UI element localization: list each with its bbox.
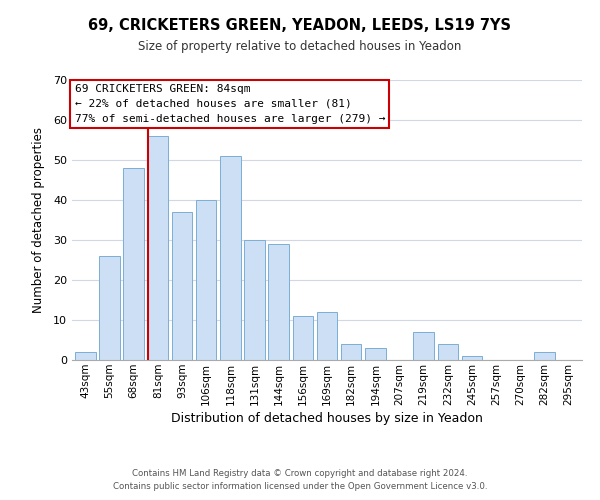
Text: 69, CRICKETERS GREEN, YEADON, LEEDS, LS19 7YS: 69, CRICKETERS GREEN, YEADON, LEEDS, LS1…	[89, 18, 511, 32]
Bar	[437, 344, 458, 360]
Bar	[534, 352, 555, 360]
Bar	[244, 240, 265, 360]
Bar	[220, 156, 241, 360]
Bar	[99, 256, 120, 360]
Bar	[413, 332, 434, 360]
Bar	[148, 136, 168, 360]
Text: Contains public sector information licensed under the Open Government Licence v3: Contains public sector information licen…	[113, 482, 487, 491]
Text: 69 CRICKETERS GREEN: 84sqm
← 22% of detached houses are smaller (81)
77% of semi: 69 CRICKETERS GREEN: 84sqm ← 22% of deta…	[74, 84, 385, 124]
X-axis label: Distribution of detached houses by size in Yeadon: Distribution of detached houses by size …	[171, 412, 483, 425]
Y-axis label: Number of detached properties: Number of detached properties	[32, 127, 44, 313]
Bar	[365, 348, 386, 360]
Text: Size of property relative to detached houses in Yeadon: Size of property relative to detached ho…	[139, 40, 461, 53]
Bar	[341, 344, 361, 360]
Bar	[268, 244, 289, 360]
Text: Contains HM Land Registry data © Crown copyright and database right 2024.: Contains HM Land Registry data © Crown c…	[132, 468, 468, 477]
Bar	[196, 200, 217, 360]
Bar	[124, 168, 144, 360]
Bar	[172, 212, 192, 360]
Bar	[293, 316, 313, 360]
Bar	[317, 312, 337, 360]
Bar	[75, 352, 95, 360]
Bar	[462, 356, 482, 360]
